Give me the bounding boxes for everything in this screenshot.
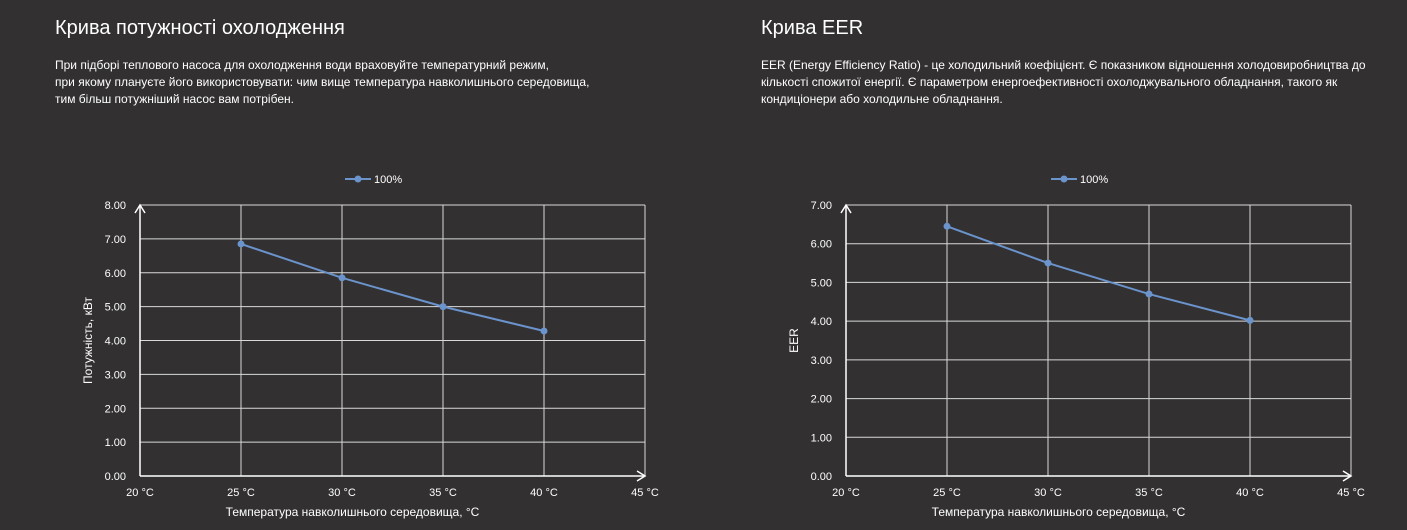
y-axis-title: EER bbox=[787, 328, 801, 353]
y-tick-label: 8.00 bbox=[105, 200, 126, 212]
y-tick-label: 7.00 bbox=[105, 234, 126, 246]
x-tick-label: 30 °C bbox=[1034, 487, 1062, 499]
x-axis-title: Температура навколишнього середовища, °C bbox=[226, 505, 480, 519]
description-line: кількості спожитої енергії. Є параметром… bbox=[761, 75, 1338, 89]
data-point bbox=[1145, 290, 1153, 298]
y-tick-label: 0.00 bbox=[105, 471, 126, 483]
x-tick-label: 45 °C bbox=[1337, 487, 1365, 499]
x-axis-arrow bbox=[636, 470, 647, 482]
x-tick-label: 25 °C bbox=[227, 487, 255, 499]
cooling-capacity-chart: 0.00 1.00 2.00 3.00 4.00 5.00 6.00 7.00 8.00 20 °… bbox=[81, 174, 659, 519]
y-tick-label: 5.00 bbox=[105, 302, 126, 314]
eer-chart: 0.00 1.00 2.00 3.00 4.00 5.00 6.00 7.00 20 °C 25 … bbox=[787, 174, 1365, 519]
data-point bbox=[1044, 259, 1052, 267]
y-tick-label: 0.00 bbox=[811, 471, 832, 483]
y-tick-label: 5.00 bbox=[811, 277, 832, 289]
y-tick-label: 6.00 bbox=[811, 239, 832, 251]
x-tick-label: 40 °C bbox=[530, 487, 558, 499]
y-tick-label: 7.00 bbox=[811, 200, 832, 212]
data-point bbox=[1246, 316, 1254, 324]
y-tick-label: 6.00 bbox=[105, 268, 126, 280]
legend-marker bbox=[1060, 175, 1068, 183]
eer-title: Крива EER bbox=[761, 17, 864, 39]
series-line bbox=[240, 243, 545, 332]
x-axis-title: Температура навколишнього середовища, °C bbox=[932, 505, 1186, 519]
eer-description: EER (Energy Efficiency Ratio) - це холод… bbox=[761, 57, 1366, 108]
x-tick-label: 45 °C bbox=[631, 487, 659, 499]
description-line: При підборі теплового насоса для охолодж… bbox=[55, 58, 549, 72]
y-tick-label: 1.00 bbox=[811, 432, 832, 444]
y-tick-label: 1.00 bbox=[105, 437, 126, 449]
description-line: тим більш потужніший насос вам потрібен. bbox=[55, 92, 294, 106]
y-tick-label: 3.00 bbox=[811, 355, 832, 367]
y-tick-label: 4.00 bbox=[105, 336, 126, 348]
data-point bbox=[540, 327, 548, 335]
x-tick-label: 30 °C bbox=[328, 487, 356, 499]
data-point bbox=[338, 274, 346, 282]
description-line: при якому плануєте його використовувати:… bbox=[55, 75, 590, 89]
x-tick-label: 35 °C bbox=[429, 487, 457, 499]
y-tick-label: 4.00 bbox=[811, 316, 832, 328]
x-tick-label: 35 °C bbox=[1135, 487, 1163, 499]
series-line bbox=[946, 225, 1251, 322]
cooling-capacity-description: При підборі теплового насоса для охолодж… bbox=[55, 57, 589, 108]
y-tick-label: 2.00 bbox=[105, 403, 126, 415]
data-point bbox=[237, 240, 245, 248]
x-tick-label: 20 °C bbox=[832, 487, 860, 499]
x-tick-label: 25 °C bbox=[933, 487, 961, 499]
x-axis-arrow bbox=[1342, 470, 1353, 482]
x-tick-label: 40 °C bbox=[1236, 487, 1264, 499]
y-axis-arrow bbox=[840, 203, 852, 214]
data-point bbox=[943, 222, 951, 230]
cooling-capacity-title: Крива потужності охолодження bbox=[55, 17, 345, 39]
y-axis-title: Потужність, кВт bbox=[81, 297, 95, 384]
x-tick-label: 20 °C bbox=[126, 487, 154, 499]
y-tick-label: 2.00 bbox=[811, 394, 832, 406]
y-axis-arrow bbox=[134, 203, 146, 214]
data-point bbox=[439, 303, 447, 311]
legend-label: 100% bbox=[374, 174, 402, 186]
y-tick-label: 3.00 bbox=[105, 369, 126, 381]
legend-label: 100% bbox=[1080, 174, 1108, 186]
description-line: кондиціонери або холодильне обладнання. bbox=[761, 92, 1003, 106]
description-line: EER (Energy Efficiency Ratio) - це холод… bbox=[761, 58, 1366, 72]
legend-marker bbox=[354, 175, 362, 183]
